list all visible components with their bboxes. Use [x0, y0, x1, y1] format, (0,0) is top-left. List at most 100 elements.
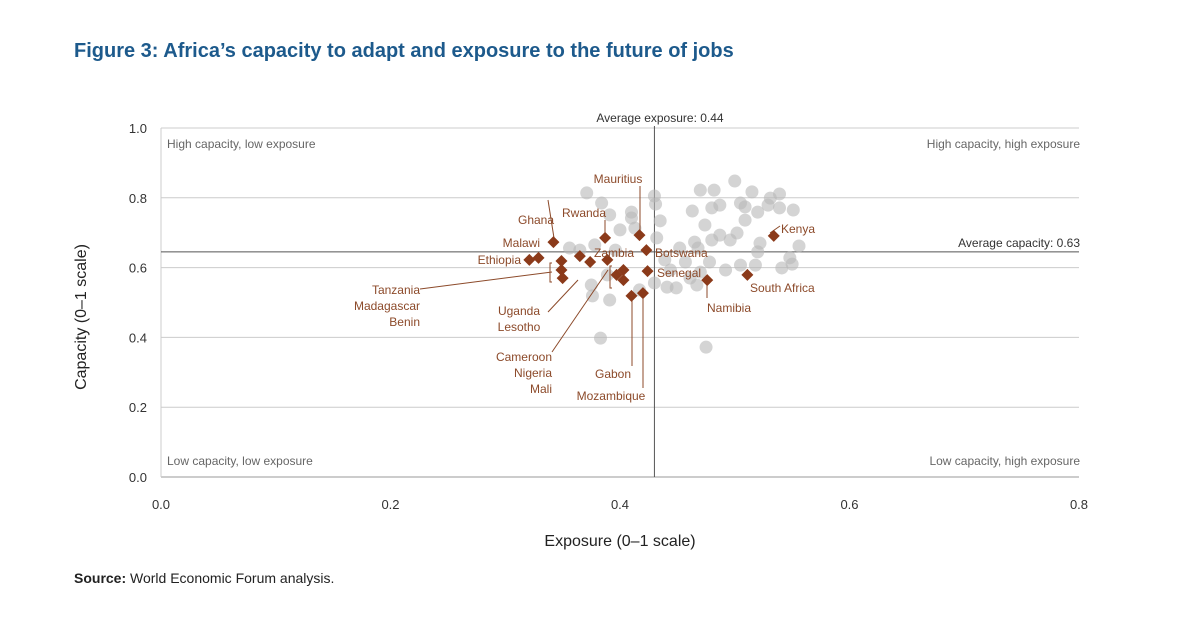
x-tick-label: 0.8: [1070, 497, 1088, 512]
other-countries: [563, 174, 806, 354]
country-point: [751, 205, 765, 219]
country-point: [603, 208, 617, 222]
y-tick-label: 0.2: [129, 400, 147, 415]
country-point: [786, 203, 800, 217]
country-point: [761, 198, 775, 212]
country-point: [723, 233, 737, 247]
country-point: [707, 183, 721, 197]
label-mali: Mali: [530, 382, 552, 396]
label-ethiopia: Ethiopia: [478, 253, 522, 267]
highlighted-point-uganda: [573, 250, 586, 263]
country-point: [580, 186, 594, 200]
country-point: [600, 268, 614, 282]
country-point: [728, 174, 742, 188]
highlighted-point-tanzania: [555, 254, 568, 267]
label-ghana: Ghana: [518, 213, 554, 227]
label-benin: Benin: [389, 315, 420, 329]
highlighted-point-gabon: [625, 289, 638, 302]
highlighted-point-senegal: [641, 265, 654, 278]
highlighted-point-lesotho: [584, 256, 597, 269]
x-tick-label: 0.4: [611, 497, 629, 512]
label-senegal: Senegal: [657, 266, 701, 280]
x-tick-label: 0.6: [840, 497, 858, 512]
label-nigeria: Nigeria: [514, 366, 552, 380]
country-point: [748, 258, 762, 272]
y-tick-label: 0.0: [129, 470, 147, 485]
country-point: [693, 183, 707, 197]
country-point: [738, 213, 752, 227]
chart-title: Figure 3: Africa’s capacity to adapt and…: [74, 40, 734, 62]
country-point: [719, 263, 733, 277]
country-point: [691, 241, 705, 255]
country-point: [563, 241, 577, 255]
highlighted-point-south-africa: [741, 268, 754, 281]
country-point: [658, 253, 672, 267]
country-point: [608, 243, 622, 257]
label-zambia: Zambia: [594, 246, 634, 260]
country-point: [693, 265, 707, 279]
highlighted-countries: [523, 229, 780, 302]
country-point: [751, 245, 765, 259]
country-point: [663, 263, 677, 277]
source-text: World Economic Forum analysis.: [126, 570, 334, 586]
country-point: [705, 233, 719, 247]
highlighted-point-malawi: [532, 251, 545, 264]
country-point: [584, 278, 598, 292]
highlighted-point-nigeria: [617, 274, 630, 287]
highlighted-point-ethiopia: [523, 253, 536, 266]
country-point: [585, 289, 599, 303]
country-point: [653, 214, 667, 228]
y-tick-label: 0.4: [129, 330, 147, 345]
quadrant-label-bottom-right: Low capacity, high exposure: [929, 454, 1080, 468]
country-point: [733, 258, 747, 272]
tick-labels: 0.0 0.2 0.4 0.6 0.8 1.0 0.0 0.2 0.4 0.6 0.8: [129, 121, 1088, 512]
country-point: [588, 238, 602, 252]
label-kenya: Kenya: [781, 222, 815, 236]
source-note: Source: World Economic Forum analysis.: [74, 570, 334, 586]
highlighted-point-namibia: [701, 274, 714, 287]
y-axis-label: Capacity (0–1 scale): [73, 244, 90, 390]
quadrant-label-top-right: High capacity, high exposure: [927, 137, 1081, 151]
label-madagascar: Madagascar: [354, 299, 420, 313]
label-south-africa: South Africa: [750, 281, 815, 295]
x-axis-label: Exposure (0–1 scale): [544, 533, 695, 550]
highlighted-point-botswana: [640, 244, 653, 257]
label-gabon: Gabon: [595, 367, 631, 381]
country-labels: Mauritius Rwanda Ghana Botswana Malawi E…: [354, 172, 815, 403]
highlighted-point-benin: [556, 272, 569, 285]
country-point: [699, 340, 713, 354]
country-point: [593, 331, 607, 345]
country-point: [792, 239, 806, 253]
average-exposure-label: Average exposure: 0.44: [596, 111, 724, 125]
country-point: [738, 200, 752, 214]
gridlines: [160, 127, 1079, 478]
country-point: [775, 261, 789, 275]
country-point: [713, 198, 727, 212]
country-point: [673, 241, 687, 255]
x-tick-label: 0.0: [152, 497, 170, 512]
y-tick-label: 1.0: [129, 121, 147, 136]
country-point: [624, 211, 638, 225]
label-tanzania: Tanzania: [372, 283, 420, 297]
highlighted-point-kenya: [767, 229, 780, 242]
country-point: [783, 251, 797, 265]
label-cameroon: Cameroon: [496, 350, 552, 364]
highlighted-point-rwanda: [599, 231, 612, 244]
y-tick-label: 0.6: [129, 261, 147, 276]
country-point: [647, 276, 661, 290]
source-label: Source:: [74, 570, 126, 586]
highlighted-point-zambia: [601, 253, 614, 266]
country-point: [703, 255, 717, 269]
label-lesotho: Lesotho: [498, 320, 541, 334]
highlighted-point-mozambique: [636, 287, 649, 300]
label-namibia: Namibia: [707, 301, 751, 315]
quadrant-label-bottom-left: Low capacity, low exposure: [167, 454, 313, 468]
average-capacity-label: Average capacity: 0.63: [958, 236, 1080, 250]
country-point: [669, 281, 683, 295]
country-point: [773, 201, 787, 215]
y-tick-label: 0.8: [129, 191, 147, 206]
label-botswana: Botswana: [655, 246, 708, 260]
leader-lines: [419, 186, 781, 388]
